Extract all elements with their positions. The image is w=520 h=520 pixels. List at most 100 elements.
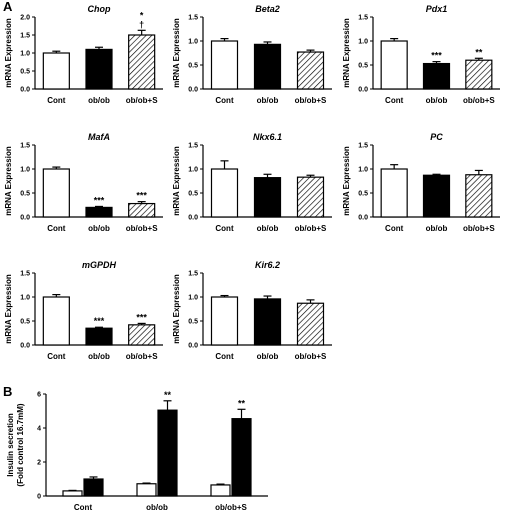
chart-title: Pdx1 bbox=[426, 4, 448, 14]
y-tick-label: 1.5 bbox=[20, 143, 30, 150]
bar-white bbox=[62, 490, 83, 497]
chart-title: Kir6.2 bbox=[255, 260, 280, 270]
x-tick-label: Cont bbox=[215, 96, 234, 105]
bar-white bbox=[42, 168, 70, 218]
significance-mark: ** bbox=[475, 47, 483, 57]
bar-hatched bbox=[465, 59, 493, 90]
y-axis-label: Insulin secretion(Fold control 16.7mM) bbox=[6, 403, 25, 486]
x-tick-label: ob/ob+S bbox=[295, 96, 327, 105]
significance-mark: ** bbox=[238, 398, 246, 408]
y-axis-label: mRNA Expression bbox=[342, 18, 351, 88]
y-tick-label: 1.5 bbox=[20, 33, 30, 40]
x-tick-label: ob/ob bbox=[88, 96, 110, 105]
chart-panel-0: 0.0 0.5 1.0 1.5 2.0 mRNA Expression Chop Cont ob… bbox=[4, 4, 163, 105]
y-tick-label: 0.0 bbox=[358, 87, 368, 94]
x-tick-label: ob/ob bbox=[88, 224, 110, 233]
significance-mark: *** bbox=[431, 51, 442, 61]
x-tick-label: ob/ob+S bbox=[463, 224, 495, 233]
bar-hatched bbox=[296, 176, 325, 218]
bar-hatched bbox=[128, 34, 156, 90]
y-tick-label: 1.0 bbox=[358, 39, 368, 46]
y-tick-label: 1.5 bbox=[188, 15, 198, 22]
y-axis-label: mRNA Expression bbox=[172, 274, 181, 344]
x-tick-label: ob/ob bbox=[88, 352, 110, 361]
bar-black bbox=[253, 298, 282, 346]
y-tick-label: 6 bbox=[37, 392, 41, 399]
bar-black bbox=[253, 43, 282, 90]
chart-panel-7: 0.0 0.5 1.0 1.5 mRNA Expression Kir6.2 Cont ob/… bbox=[172, 260, 332, 361]
significance-mark: †* bbox=[139, 10, 144, 29]
bar-hatched bbox=[128, 324, 156, 346]
bar-white bbox=[42, 296, 70, 346]
y-tick-label: 0.0 bbox=[188, 87, 198, 94]
x-tick-label: Cont bbox=[215, 352, 234, 361]
panel-label-a: A bbox=[3, 0, 13, 14]
y-tick-label: 0.5 bbox=[188, 191, 198, 198]
y-tick-label: 1.5 bbox=[188, 271, 198, 278]
x-tick-label: ob/ob+S bbox=[126, 224, 158, 233]
chart-title: MafA bbox=[88, 132, 110, 142]
x-tick-label: Cont bbox=[47, 224, 66, 233]
bar-white bbox=[380, 40, 408, 90]
chart-title: Beta2 bbox=[255, 4, 280, 14]
bar-black bbox=[157, 409, 178, 497]
bar-hatched bbox=[296, 51, 325, 90]
chart-title: Nkx6.1 bbox=[253, 132, 282, 142]
y-tick-label: 1.5 bbox=[358, 15, 368, 22]
y-tick-label: 1.0 bbox=[20, 295, 30, 302]
y-tick-label: 0.5 bbox=[188, 319, 198, 326]
significance-mark: *** bbox=[94, 316, 105, 326]
bar-black bbox=[422, 62, 451, 90]
bar-hatched bbox=[128, 202, 156, 218]
y-tick-label: 2 bbox=[37, 460, 41, 467]
x-tick-label: Cont bbox=[385, 224, 404, 233]
bar-white bbox=[42, 52, 70, 90]
bar-hatched bbox=[296, 302, 325, 346]
y-tick-label: 1.0 bbox=[20, 167, 30, 174]
y-tick-label: 0.5 bbox=[20, 191, 30, 198]
y-tick-label: 0.0 bbox=[20, 87, 30, 94]
x-tick-label: Cont bbox=[215, 224, 234, 233]
bar-black bbox=[85, 206, 113, 218]
bar-white bbox=[210, 168, 239, 218]
x-tick-label: ob/ob+S bbox=[126, 352, 158, 361]
y-tick-label: 0.5 bbox=[358, 191, 368, 198]
y-tick-label: 1.5 bbox=[188, 143, 198, 150]
bar-black bbox=[231, 418, 252, 497]
y-tick-label: 0.0 bbox=[188, 343, 198, 350]
x-tick-label: Cont bbox=[74, 503, 93, 512]
y-tick-label: 1.0 bbox=[188, 295, 198, 302]
y-axis-label: mRNA Expression bbox=[4, 274, 13, 344]
y-tick-label: 1.0 bbox=[358, 167, 368, 174]
y-tick-label: 1.0 bbox=[20, 51, 30, 58]
x-tick-label: ob/ob bbox=[426, 224, 448, 233]
chart-panel-4: 0.0 0.5 1.0 1.5 mRNA Expression Nkx6.1 Cont ob/… bbox=[172, 132, 332, 233]
x-tick-label: ob/ob+S bbox=[295, 352, 327, 361]
significance-mark: *** bbox=[136, 312, 147, 322]
y-tick-label: 0.0 bbox=[188, 215, 198, 222]
y-tick-label: 0.5 bbox=[188, 63, 198, 70]
bar-white bbox=[210, 484, 231, 497]
panel-label-b: B bbox=[3, 384, 12, 399]
y-tick-label: 0.5 bbox=[358, 63, 368, 70]
y-tick-label: 0 bbox=[37, 494, 41, 501]
chart-panel-3: 0.0 0.5 1.0 1.5 mRNA Expression MafA Cont *** ob… bbox=[4, 132, 163, 233]
x-tick-label: ob/ob bbox=[146, 503, 168, 512]
chart-title: mGPDH bbox=[82, 260, 117, 270]
y-tick-label: 2.0 bbox=[20, 15, 30, 22]
y-tick-label: 0.5 bbox=[20, 69, 30, 76]
y-tick-label: 0.0 bbox=[20, 343, 30, 350]
chart-title: PC bbox=[430, 132, 443, 142]
bar-black bbox=[85, 48, 113, 90]
x-tick-label: ob/ob bbox=[426, 96, 448, 105]
bar-black bbox=[253, 177, 282, 218]
y-axis-label: mRNA Expression bbox=[4, 18, 13, 88]
x-tick-label: ob/ob+S bbox=[463, 96, 495, 105]
x-tick-label: ob/ob bbox=[257, 352, 279, 361]
y-tick-label: 0.5 bbox=[20, 319, 30, 326]
y-axis-label: mRNA Expression bbox=[172, 18, 181, 88]
x-tick-label: Cont bbox=[385, 96, 404, 105]
bar-white bbox=[136, 483, 157, 497]
bar-white bbox=[380, 168, 408, 218]
y-tick-label: 1.5 bbox=[358, 143, 368, 150]
